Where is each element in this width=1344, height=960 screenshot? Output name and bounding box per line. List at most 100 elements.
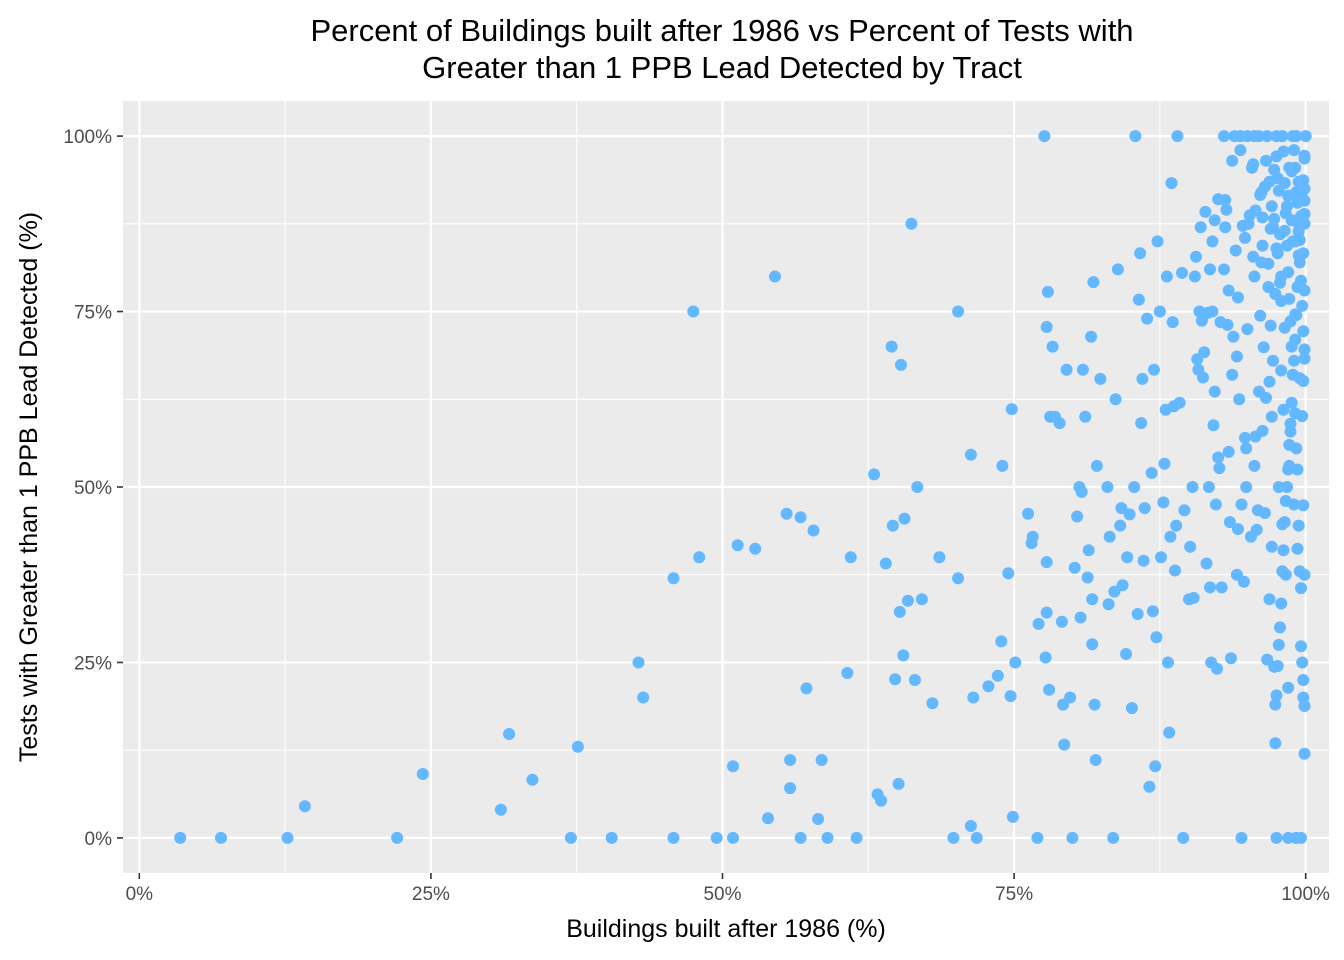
- data-point: [1197, 371, 1209, 384]
- data-point: [1261, 130, 1274, 143]
- y-tick-label: 0%: [85, 829, 113, 850]
- data-point: [667, 572, 680, 585]
- data-point: [1162, 656, 1174, 669]
- data-point: [1064, 691, 1077, 704]
- data-point: [1282, 463, 1295, 476]
- data-point: [841, 667, 854, 679]
- data-point: [1229, 244, 1242, 257]
- data-point: [1298, 700, 1311, 712]
- data-point: [637, 691, 650, 704]
- data-point: [1114, 519, 1127, 532]
- data-point: [1123, 508, 1136, 521]
- data-point: [1040, 606, 1053, 619]
- data-point: [1209, 498, 1222, 511]
- y-axis-title: Tests with Greater than 1 PPB Lead Detec…: [15, 212, 43, 762]
- data-point: [1150, 631, 1163, 644]
- data-point: [995, 635, 1008, 648]
- x-tick-label: 0%: [126, 884, 154, 905]
- data-point: [784, 754, 797, 766]
- data-point: [1055, 615, 1068, 628]
- data-point: [1212, 193, 1225, 206]
- data-point: [1225, 652, 1237, 665]
- data-point: [964, 820, 977, 832]
- chart-title-line-2: Greater than 1 PPB Lead Detected by Trac…: [422, 50, 1022, 85]
- data-point: [1148, 363, 1160, 376]
- data-point: [687, 305, 700, 318]
- data-point: [727, 831, 739, 844]
- data-point: [1164, 530, 1177, 543]
- data-point: [1297, 674, 1310, 686]
- data-point: [1297, 375, 1310, 387]
- data-point: [1289, 333, 1302, 346]
- data-point: [1211, 662, 1223, 675]
- data-point: [1275, 597, 1288, 610]
- data-point: [762, 812, 774, 825]
- data-point: [1286, 368, 1299, 381]
- data-points: [174, 130, 1312, 844]
- data-point: [885, 340, 898, 353]
- data-point: [1004, 690, 1017, 703]
- data-point: [281, 831, 294, 844]
- data-point: [1143, 780, 1156, 793]
- data-point: [1298, 352, 1311, 365]
- data-point: [800, 682, 813, 695]
- data-point: [812, 813, 825, 825]
- data-point: [1269, 288, 1282, 300]
- data-point: [1289, 407, 1302, 420]
- data-point: [1274, 621, 1286, 634]
- data-point: [967, 691, 980, 704]
- data-point: [1288, 354, 1300, 367]
- data-point: [1031, 831, 1044, 844]
- data-point: [1295, 582, 1307, 595]
- data-point: [1221, 318, 1234, 331]
- data-point: [1254, 309, 1267, 322]
- data-point: [1041, 285, 1054, 298]
- data-point: [1087, 276, 1100, 289]
- y-tick-label: 25%: [74, 653, 112, 674]
- data-point: [1239, 431, 1251, 444]
- data-point: [1141, 312, 1154, 325]
- data-point: [1278, 224, 1291, 237]
- data-point: [868, 468, 881, 481]
- data-point: [1089, 754, 1102, 766]
- data-point: [1241, 323, 1254, 336]
- data-point: [731, 539, 744, 552]
- x-tick-label: 75%: [995, 884, 1033, 905]
- data-point: [1026, 530, 1039, 543]
- data-point: [1135, 417, 1148, 430]
- chart-title-line-1: Percent of Buildings built after 1986 vs…: [310, 13, 1133, 48]
- data-point: [1155, 551, 1167, 564]
- data-point: [564, 831, 577, 844]
- data-point: [605, 831, 618, 844]
- data-point: [1263, 375, 1276, 388]
- data-point: [1232, 291, 1244, 304]
- data-point: [1086, 638, 1099, 651]
- data-point: [1227, 330, 1240, 343]
- data-point: [494, 803, 507, 816]
- data-point: [1247, 158, 1260, 171]
- x-axis-ticks: 0% 25% 50% 75% 100%: [126, 873, 1330, 905]
- data-point: [1289, 235, 1302, 248]
- major-gridlines: [123, 101, 1329, 873]
- data-point: [1178, 504, 1191, 517]
- data-point: [844, 551, 857, 564]
- data-point: [780, 507, 793, 520]
- data-point: [571, 740, 584, 753]
- data-point: [1129, 130, 1142, 143]
- data-point: [982, 680, 995, 693]
- data-point: [1222, 445, 1235, 458]
- data-point: [1298, 217, 1311, 230]
- data-point: [952, 305, 965, 318]
- data-point: [1282, 189, 1295, 202]
- data-point: [1058, 738, 1071, 751]
- data-point: [710, 831, 723, 844]
- data-point: [784, 782, 797, 795]
- data-point: [1278, 177, 1291, 190]
- data-point: [926, 697, 939, 710]
- data-point: [1298, 194, 1311, 207]
- data-point: [933, 551, 946, 564]
- data-point: [1235, 498, 1248, 511]
- data-point: [911, 481, 924, 493]
- data-point: [1071, 510, 1084, 523]
